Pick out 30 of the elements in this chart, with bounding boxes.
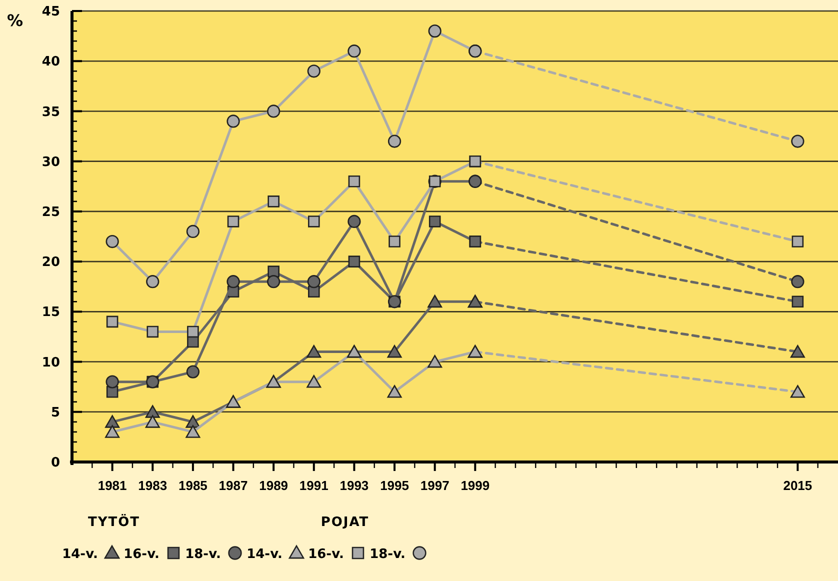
y-tick-label: 40 — [42, 54, 60, 70]
y-tick-label: 30 — [42, 154, 60, 170]
y-tick-label: 35 — [42, 104, 60, 120]
y-tick-label: 5 — [50, 405, 60, 420]
y-tick-label: 10 — [42, 355, 60, 370]
x-tick-label: 1991 — [299, 478, 328, 493]
legend-label: 16-v. — [124, 547, 160, 562]
y-tick-label: 25 — [42, 204, 60, 220]
text: TYTÖT — [88, 513, 140, 530]
y-axis-title: % — [6, 11, 24, 30]
legend-label: 14-v. — [62, 547, 98, 562]
x-tick-label: 1995 — [380, 478, 409, 493]
legend-label: 16-v. — [308, 547, 344, 562]
x-tick-label: 1997 — [420, 478, 450, 493]
y-tick-label: 0 — [50, 456, 60, 471]
x-tick-label: 1985 — [178, 478, 208, 493]
x-tick-label: 1993 — [340, 478, 369, 493]
legend-label: 18-v. — [185, 547, 221, 562]
legend-label: 14-v. — [246, 547, 282, 562]
x-tick-label: 1987 — [218, 478, 248, 493]
y-tick-label: 20 — [42, 255, 60, 270]
x-tick-label: 1981 — [98, 478, 127, 493]
legend-label: 18-v. — [370, 547, 406, 562]
x-tick-label: 1989 — [259, 478, 288, 493]
y-tick-label: 15 — [42, 305, 60, 320]
x-tick-label: 1983 — [138, 478, 168, 493]
y-tick-label: 45 — [42, 4, 60, 20]
x-tick-label: 1999 — [460, 478, 490, 493]
x-tick-label: 2015 — [783, 478, 812, 493]
text: POJAT — [320, 515, 370, 530]
